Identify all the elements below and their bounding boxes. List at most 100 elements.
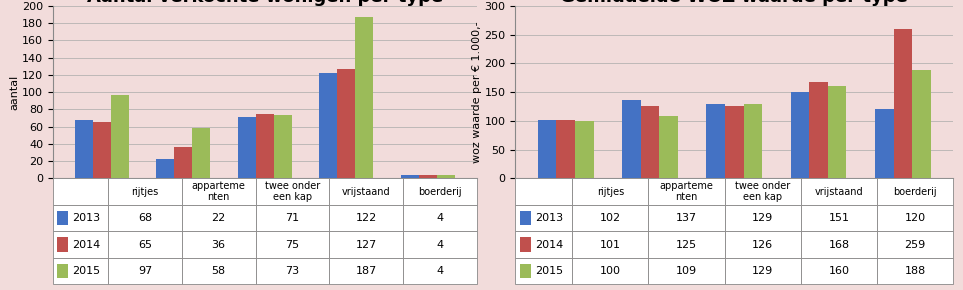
Bar	[894, 29, 912, 178]
Bar	[57, 211, 67, 225]
Bar	[108, 178, 182, 205]
Text: 188: 188	[904, 266, 925, 276]
Bar	[801, 258, 877, 284]
Bar	[156, 160, 174, 178]
Bar	[520, 264, 531, 278]
Bar	[53, 178, 108, 205]
Bar	[743, 104, 762, 178]
Bar	[53, 231, 108, 258]
Text: boerderij: boerderij	[418, 187, 461, 197]
Bar	[801, 205, 877, 231]
Text: twee onder
een kap: twee onder een kap	[735, 181, 791, 202]
Bar	[108, 258, 182, 284]
Bar	[57, 264, 67, 278]
Bar	[648, 231, 724, 258]
Text: 2015: 2015	[534, 266, 563, 276]
Bar	[108, 205, 182, 231]
Bar	[572, 205, 648, 231]
Bar	[273, 115, 292, 178]
Bar	[329, 178, 403, 205]
Bar	[877, 231, 953, 258]
Text: 65: 65	[138, 240, 152, 249]
Bar	[515, 231, 572, 258]
Bar	[572, 258, 648, 284]
Bar	[515, 258, 572, 284]
Bar	[437, 175, 455, 178]
Text: 58: 58	[212, 266, 225, 276]
Bar	[255, 205, 329, 231]
Bar	[828, 86, 846, 178]
Bar	[256, 114, 273, 178]
Y-axis label: woz waarde per € 1.000,-: woz waarde per € 1.000,-	[472, 21, 482, 163]
Title: Gemiddelde WOZ waarde per type: Gemiddelde WOZ waarde per type	[560, 0, 908, 6]
Bar	[724, 258, 801, 284]
Text: 2014: 2014	[72, 240, 100, 249]
Bar	[557, 120, 575, 178]
Text: 2013: 2013	[72, 213, 100, 223]
Text: 2014: 2014	[534, 240, 563, 249]
Bar	[53, 205, 108, 231]
Bar	[320, 73, 337, 178]
Text: rijtjes: rijtjes	[131, 187, 159, 197]
Text: 75: 75	[285, 240, 299, 249]
Bar	[648, 178, 724, 205]
Bar	[57, 237, 67, 252]
Text: 4: 4	[436, 213, 443, 223]
Text: 2015: 2015	[72, 266, 100, 276]
Bar	[182, 205, 255, 231]
Bar	[174, 147, 193, 178]
Bar	[538, 120, 557, 178]
Text: 101: 101	[600, 240, 621, 249]
Bar	[182, 178, 255, 205]
Bar	[877, 205, 953, 231]
Bar	[255, 258, 329, 284]
Bar	[515, 205, 572, 231]
Text: 125: 125	[676, 240, 697, 249]
Text: 36: 36	[212, 240, 225, 249]
Bar	[329, 231, 403, 258]
Text: boerderij: boerderij	[894, 187, 937, 197]
Text: 22: 22	[212, 213, 225, 223]
Y-axis label: aantal: aantal	[10, 75, 19, 110]
Bar	[53, 258, 108, 284]
Text: 2013: 2013	[534, 213, 563, 223]
Bar	[238, 117, 256, 178]
Bar	[648, 258, 724, 284]
Bar	[182, 231, 255, 258]
Bar	[520, 237, 531, 252]
Text: 129: 129	[752, 266, 773, 276]
Bar	[193, 128, 210, 178]
Bar	[648, 205, 724, 231]
Bar	[724, 178, 801, 205]
Text: 68: 68	[138, 213, 152, 223]
Text: 129: 129	[752, 213, 773, 223]
Text: 127: 127	[355, 240, 377, 249]
Text: 168: 168	[828, 240, 849, 249]
Text: 109: 109	[676, 266, 697, 276]
Bar	[355, 17, 374, 178]
Bar	[75, 120, 92, 178]
Bar	[108, 231, 182, 258]
Bar	[575, 121, 593, 178]
Text: 4: 4	[436, 240, 443, 249]
Text: vrijstaand: vrijstaand	[815, 187, 863, 197]
Bar	[337, 69, 355, 178]
Bar	[403, 231, 477, 258]
Bar	[329, 258, 403, 284]
Bar	[877, 178, 953, 205]
Bar	[724, 205, 801, 231]
Text: twee onder
een kap: twee onder een kap	[265, 181, 320, 202]
Bar	[520, 211, 531, 225]
Text: 100: 100	[600, 266, 621, 276]
Text: 4: 4	[436, 266, 443, 276]
Text: 120: 120	[904, 213, 925, 223]
Bar	[877, 258, 953, 284]
Bar	[419, 175, 437, 178]
Text: 160: 160	[828, 266, 849, 276]
Bar	[724, 231, 801, 258]
Text: 97: 97	[138, 266, 152, 276]
Text: 71: 71	[285, 213, 299, 223]
Bar	[791, 92, 809, 178]
Bar	[572, 178, 648, 205]
Text: apparteme
nten: apparteme nten	[660, 181, 714, 202]
